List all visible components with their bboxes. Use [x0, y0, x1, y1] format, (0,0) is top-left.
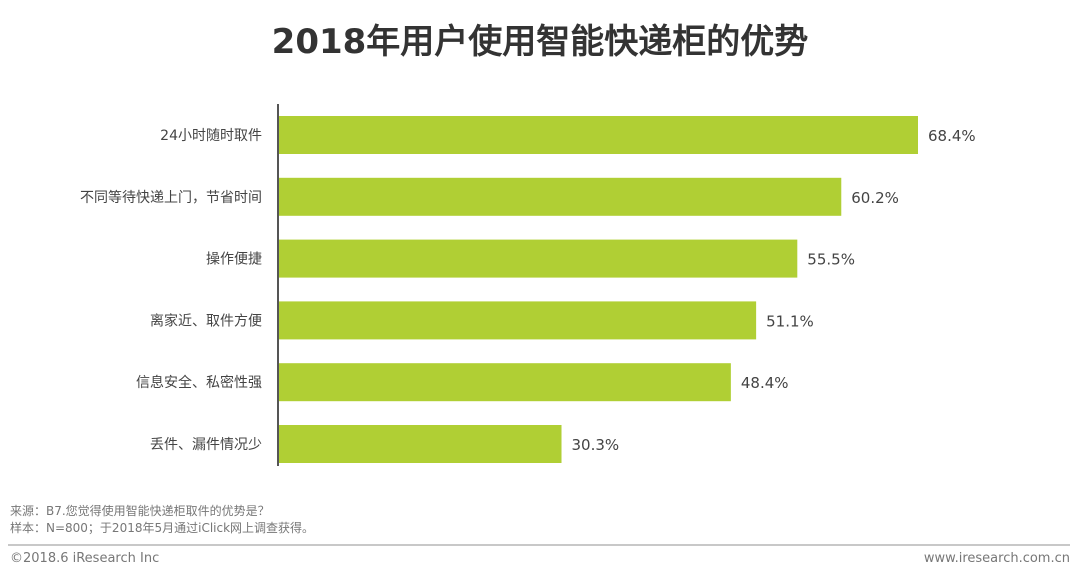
bar: [278, 425, 562, 463]
website-link[interactable]: www.iresearch.com.cn: [923, 551, 1070, 566]
bar: [278, 177, 842, 216]
data-label: 60.2%: [851, 189, 899, 207]
sample-note: 样本：N=800；于2018年5月通过iClick网上调查获得。: [10, 521, 315, 535]
source-note: 来源：B7.您觉得使用智能快递柜取件的优势是？: [10, 504, 270, 518]
data-label: 48.4%: [741, 374, 789, 392]
data-label: 51.1%: [766, 312, 814, 330]
data-label: 30.3%: [572, 436, 620, 454]
bar-chart: 24小时随时取件 68.4% 不同等待快递上门，节省时间 60.2% 操作便捷 55.5%…: [80, 104, 976, 466]
data-label: 55.5%: [807, 251, 855, 269]
category-label: 不同等待快递上门，节省时间: [80, 189, 262, 206]
category-label: 丢件、漏件情况少: [150, 437, 262, 453]
data-label: 68.4%: [928, 127, 976, 145]
category-label: 信息安全、私密性强: [136, 374, 262, 391]
footer-divider: [8, 544, 1070, 546]
bar: [278, 239, 798, 278]
category-label: 24小时随时取件: [160, 128, 262, 144]
category-label: 操作便捷: [206, 252, 262, 268]
copyright: ©2018.6 iResearch Inc: [10, 551, 160, 566]
chart-title: 2018年用户使用智能快递柜的优势: [271, 22, 809, 62]
bar: [278, 301, 757, 340]
category-label: 离家近、取件方便: [150, 312, 262, 329]
bar: [278, 363, 731, 402]
bar: [278, 116, 918, 154]
